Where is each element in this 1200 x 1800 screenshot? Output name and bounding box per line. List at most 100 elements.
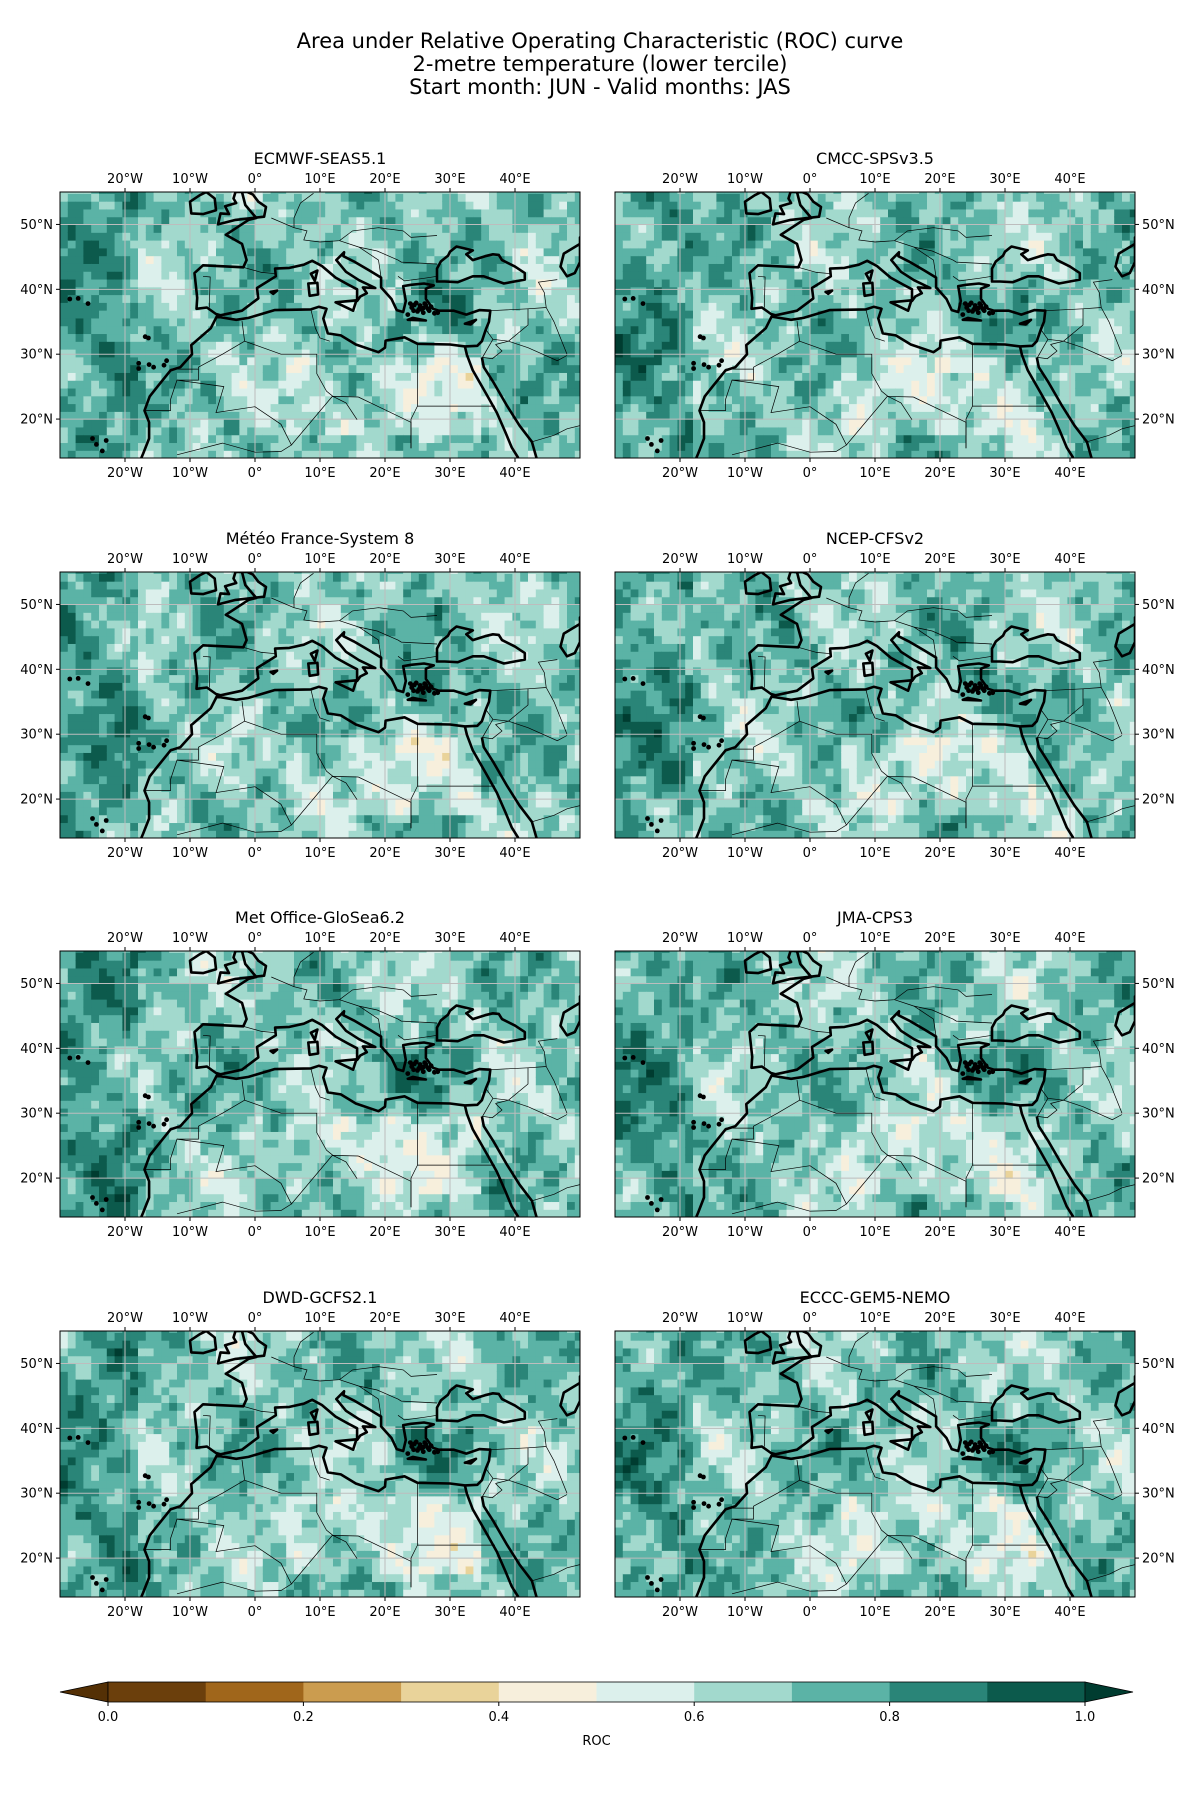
roc-cell: [732, 442, 741, 451]
roc-cell: [75, 201, 84, 210]
roc-cell: [301, 403, 311, 412]
roc-cell: [83, 450, 92, 458]
roc-cell: [434, 294, 443, 303]
roc-cell: [379, 450, 389, 458]
roc-cell: [356, 271, 365, 280]
roc-cell: [395, 216, 404, 226]
roc-cell: [833, 224, 842, 233]
roc-cell: [184, 411, 194, 420]
roc-cell: [75, 208, 84, 218]
roc-cell: [934, 278, 944, 288]
roc-cell: [934, 403, 944, 412]
roc-cell: [700, 411, 710, 420]
roc-cell: [83, 372, 92, 381]
roc-cell: [528, 302, 537, 311]
roc-cell: [208, 325, 217, 335]
roc-cell: [262, 395, 272, 405]
roc-cell: [294, 201, 303, 210]
roc-cell: [348, 434, 357, 444]
roc-cell: [60, 783, 69, 792]
roc-cell: [1114, 356, 1123, 366]
roc-cell: [677, 310, 686, 319]
roc-cell: [1075, 442, 1084, 451]
roc-cell: [426, 356, 435, 366]
roc-cell: [481, 310, 490, 319]
roc-cell: [247, 426, 256, 436]
roc-cell: [262, 380, 272, 389]
roc-cell: [615, 325, 624, 335]
roc-cell: [841, 317, 850, 327]
roc-cell: [317, 341, 326, 350]
roc-cell: [184, 442, 194, 451]
roc-cell: [75, 356, 84, 366]
roc-cell: [60, 395, 69, 405]
roc-cell: [395, 263, 404, 272]
roc-cell: [615, 208, 624, 218]
roc-cell: [286, 364, 295, 373]
roc-cell: [856, 387, 866, 397]
roc-cell: [83, 278, 92, 288]
roc-cell: [903, 232, 912, 241]
roc-cell: [294, 426, 303, 436]
roc-cell: [262, 286, 272, 296]
roc-cell: [763, 224, 772, 233]
roc-cell: [1044, 193, 1053, 202]
roc-cell: [75, 395, 84, 405]
roc-cell: [231, 247, 240, 257]
roc-cell: [535, 372, 545, 381]
roc-cell: [1083, 193, 1092, 202]
roc-cell: [442, 403, 451, 412]
country-border: [545, 307, 568, 355]
roc-cell: [192, 349, 201, 358]
roc-cell: [630, 419, 639, 428]
roc-cell: [1106, 216, 1115, 226]
roc-cell: [395, 356, 404, 366]
roc-cell: [551, 193, 560, 202]
roc-cell: [825, 403, 834, 412]
roc-cell: [934, 349, 944, 358]
roc-cell: [1028, 411, 1037, 420]
roc-cell: [403, 434, 412, 444]
roc-cell: [1122, 263, 1131, 272]
roc-cell: [473, 419, 482, 428]
roc-cell: [145, 380, 155, 389]
roc-cell: [693, 208, 702, 218]
roc-cell: [1028, 302, 1037, 311]
roc-cell: [364, 271, 373, 280]
roc-cell: [903, 364, 912, 373]
roc-cell: [833, 434, 842, 444]
roc-cell: [716, 263, 725, 272]
roc-cell: [1114, 411, 1123, 420]
roc-cell: [669, 271, 678, 280]
roc-cell: [732, 341, 741, 350]
roc-cell: [856, 333, 866, 342]
roc-cell: [1059, 224, 1068, 233]
roc-cell: [317, 240, 326, 249]
roc-cell: [60, 208, 69, 218]
roc-cell: [379, 325, 389, 335]
roc-cell: [693, 356, 702, 366]
roc-cell: [856, 192, 866, 194]
roc-cell: [739, 380, 749, 389]
roc-cell: [630, 341, 639, 350]
roc-cell: [161, 380, 170, 389]
roc-cell: [481, 247, 490, 257]
roc-cell: [442, 278, 451, 288]
roc-cell: [294, 325, 303, 335]
roc-cell: [83, 208, 92, 218]
roc-cell: [1114, 286, 1123, 296]
roc-cell: [559, 278, 568, 288]
roc-cell: [200, 434, 209, 444]
roc-cell: [669, 333, 678, 342]
roc-cell: [512, 278, 521, 288]
roc-cell: [169, 278, 178, 288]
roc-cell: [223, 364, 233, 373]
roc-cell: [919, 341, 928, 350]
roc-cell: [270, 364, 279, 373]
island-dot: [416, 307, 422, 312]
roc-cell: [489, 333, 498, 342]
roc-cell: [91, 349, 100, 358]
roc-cell: [473, 240, 482, 249]
roc-cell: [1129, 193, 1135, 202]
roc-cell: [778, 192, 788, 194]
